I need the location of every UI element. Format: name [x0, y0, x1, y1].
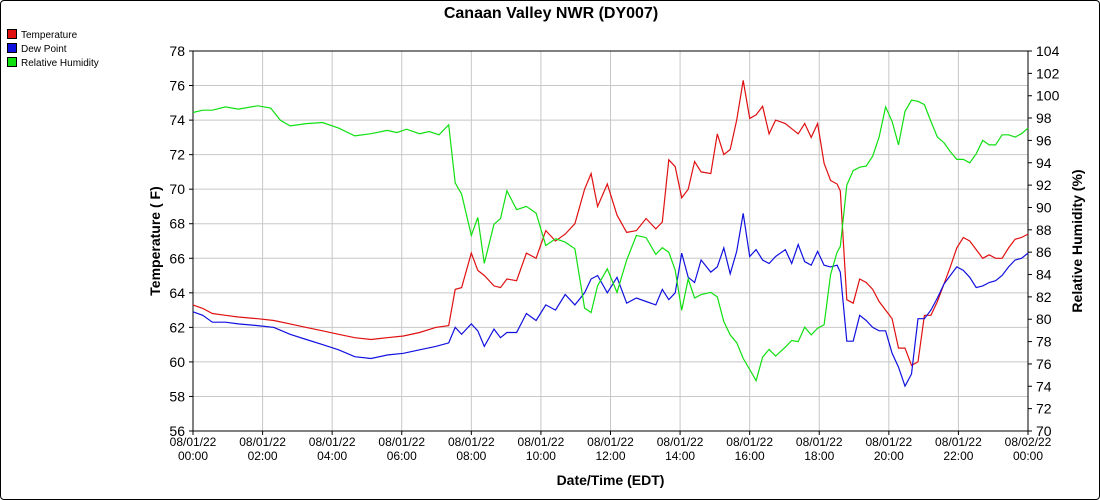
legend-item-relative-humidity: Relative Humidity: [7, 57, 99, 71]
y-axis-label: Temperature ( F): [147, 186, 163, 295]
x-tick-date-14: 08/01/22: [657, 435, 704, 449]
x-tick-date-10: 08/01/22: [518, 435, 565, 449]
x-axis-label: Date/Time (EDT): [557, 472, 665, 488]
x-tick-date-0: 08/01/22: [170, 435, 217, 449]
y2-tick-label-96: 96: [1036, 132, 1052, 148]
x-tick-date-20: 08/01/22: [865, 435, 912, 449]
y-tick-label-76: 76: [169, 78, 185, 94]
y2-tick-label-98: 98: [1036, 110, 1052, 126]
legend-label-dew-point: Dew Point: [21, 44, 67, 55]
y2-tick-label-92: 92: [1036, 177, 1052, 193]
y-tick-label-68: 68: [169, 216, 185, 232]
x-tick-date-22: 08/01/22: [935, 435, 982, 449]
y2-tick-label-104: 104: [1036, 43, 1060, 59]
x-tick-date-2: 08/01/22: [239, 435, 286, 449]
y2-tick-label-84: 84: [1036, 267, 1052, 283]
y-tick-label-58: 58: [169, 388, 185, 404]
y2-tick-label-94: 94: [1036, 155, 1052, 171]
x-tick-date-18: 08/01/22: [796, 435, 843, 449]
y2-axis-label: Relative Humidity (%): [1069, 169, 1085, 312]
y2-tick-label-100: 100: [1036, 88, 1060, 104]
legend-item-temperature: Temperature: [7, 29, 99, 43]
y-tick-label-62: 62: [169, 319, 185, 335]
x-tick-date-4: 08/01/22: [309, 435, 356, 449]
y-tick-label-64: 64: [169, 285, 185, 301]
x-tick-date-12: 08/01/22: [587, 435, 634, 449]
legend-label-temperature: Temperature: [21, 30, 78, 41]
x-tick-time-2: 02:00: [248, 449, 278, 463]
x-tick-time-16: 16:00: [735, 449, 765, 463]
legend-swatch-relative-humidity: [7, 57, 17, 67]
y-tick-label-66: 66: [169, 250, 185, 266]
y-axis-left: 56 58 60 62 64 66 68 70 72 74 76 78: [169, 43, 193, 439]
series-line-temperature: [192, 80, 1029, 367]
series-lines: [192, 80, 1029, 388]
x-tick-time-22: 22:00: [943, 449, 973, 463]
x-tick-time-18: 18:00: [804, 449, 834, 463]
y-tick-label-60: 60: [169, 354, 185, 370]
x-tick-time-12: 12:00: [595, 449, 625, 463]
x-tick-date-8: 08/01/22: [448, 435, 495, 449]
y2-tick-label-82: 82: [1036, 289, 1052, 305]
y2-tick-label-74: 74: [1036, 378, 1052, 394]
series-line-dew-point: [192, 213, 1029, 388]
y-tick-label-78: 78: [169, 43, 185, 59]
y-tick-label-70: 70: [169, 181, 185, 197]
x-tick-date-24: 08/02/22: [1005, 435, 1052, 449]
x-tick-date-6: 08/01/22: [378, 435, 425, 449]
y2-tick-label-80: 80: [1036, 311, 1052, 327]
y2-tick-label-90: 90: [1036, 199, 1052, 215]
x-tick-time-14: 14:00: [665, 449, 695, 463]
x-tick-time-10: 10:00: [526, 449, 556, 463]
x-tick-time-8: 08:00: [456, 449, 486, 463]
x-tick-time-20: 20:00: [874, 449, 904, 463]
y2-tick-label-76: 76: [1036, 356, 1052, 372]
x-tick-time-6: 06:00: [387, 449, 417, 463]
legend-item-dew-point: Dew Point: [7, 43, 99, 57]
legend-label-relative-humidity: Relative Humidity: [21, 58, 99, 69]
x-axis: 08/01/2200:0008/01/2202:0008/01/2204:000…: [170, 431, 1052, 463]
y-axis-right: 70 72 74 76 78 80 82 84 86 88 90 92 94 96 98 100 102 104: [1028, 43, 1060, 439]
series-line-relative-humidity: [192, 99, 1029, 383]
legend: Temperature Dew Point Relative Humidity: [7, 29, 99, 71]
legend-swatch-dew-point: [7, 43, 17, 53]
x-tick-date-16: 08/01/22: [726, 435, 773, 449]
y2-tick-label-88: 88: [1036, 222, 1052, 238]
x-tick-time-0: 00:00: [178, 449, 208, 463]
y2-tick-label-86: 86: [1036, 244, 1052, 260]
legend-swatch-temperature: [7, 29, 17, 39]
y-tick-label-74: 74: [169, 112, 185, 128]
x-tick-time-4: 04:00: [317, 449, 347, 463]
y-tick-label-56: 56: [169, 423, 185, 439]
y-tick-label-72: 72: [169, 147, 185, 163]
x-tick-time-24: 00:00: [1013, 449, 1043, 463]
y2-tick-label-72: 72: [1036, 401, 1052, 417]
y2-tick-label-70: 70: [1036, 423, 1052, 439]
y2-tick-label-102: 102: [1036, 65, 1060, 81]
grid: [192, 50, 1029, 432]
chart-title: Canaan Valley NWR (DY007): [443, 5, 659, 22]
y2-tick-label-78: 78: [1036, 334, 1052, 350]
